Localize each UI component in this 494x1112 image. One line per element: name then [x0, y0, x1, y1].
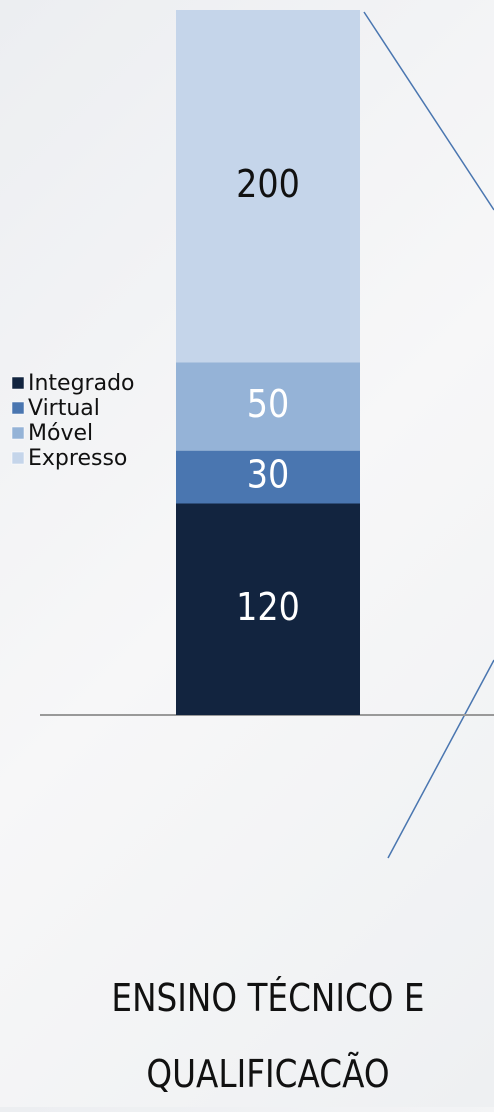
legend-swatch: [11, 426, 25, 440]
legend-label: Móvel: [28, 421, 93, 446]
bar-segment: [176, 10, 360, 363]
category-label: ENSINO TÉCNICO E QUALIFICACÃO: [111, 976, 425, 1096]
legend-swatch: [11, 451, 25, 465]
data-label: 200: [236, 163, 300, 207]
legend-swatch: [11, 376, 25, 390]
data-label: 120: [236, 586, 300, 630]
data-label: 50: [247, 383, 290, 427]
bar-segment: [176, 503, 360, 715]
legend-label: Expresso: [28, 446, 127, 471]
data-label: 30: [247, 454, 290, 498]
legend-label: Virtual: [28, 396, 100, 421]
legend-swatch: [11, 401, 25, 415]
connector-line: [387, 659, 494, 859]
bar-segment: [176, 450, 360, 504]
bar-segment: [176, 362, 360, 451]
connector-line: [363, 11, 494, 211]
legend-label: Integrado: [28, 371, 135, 396]
